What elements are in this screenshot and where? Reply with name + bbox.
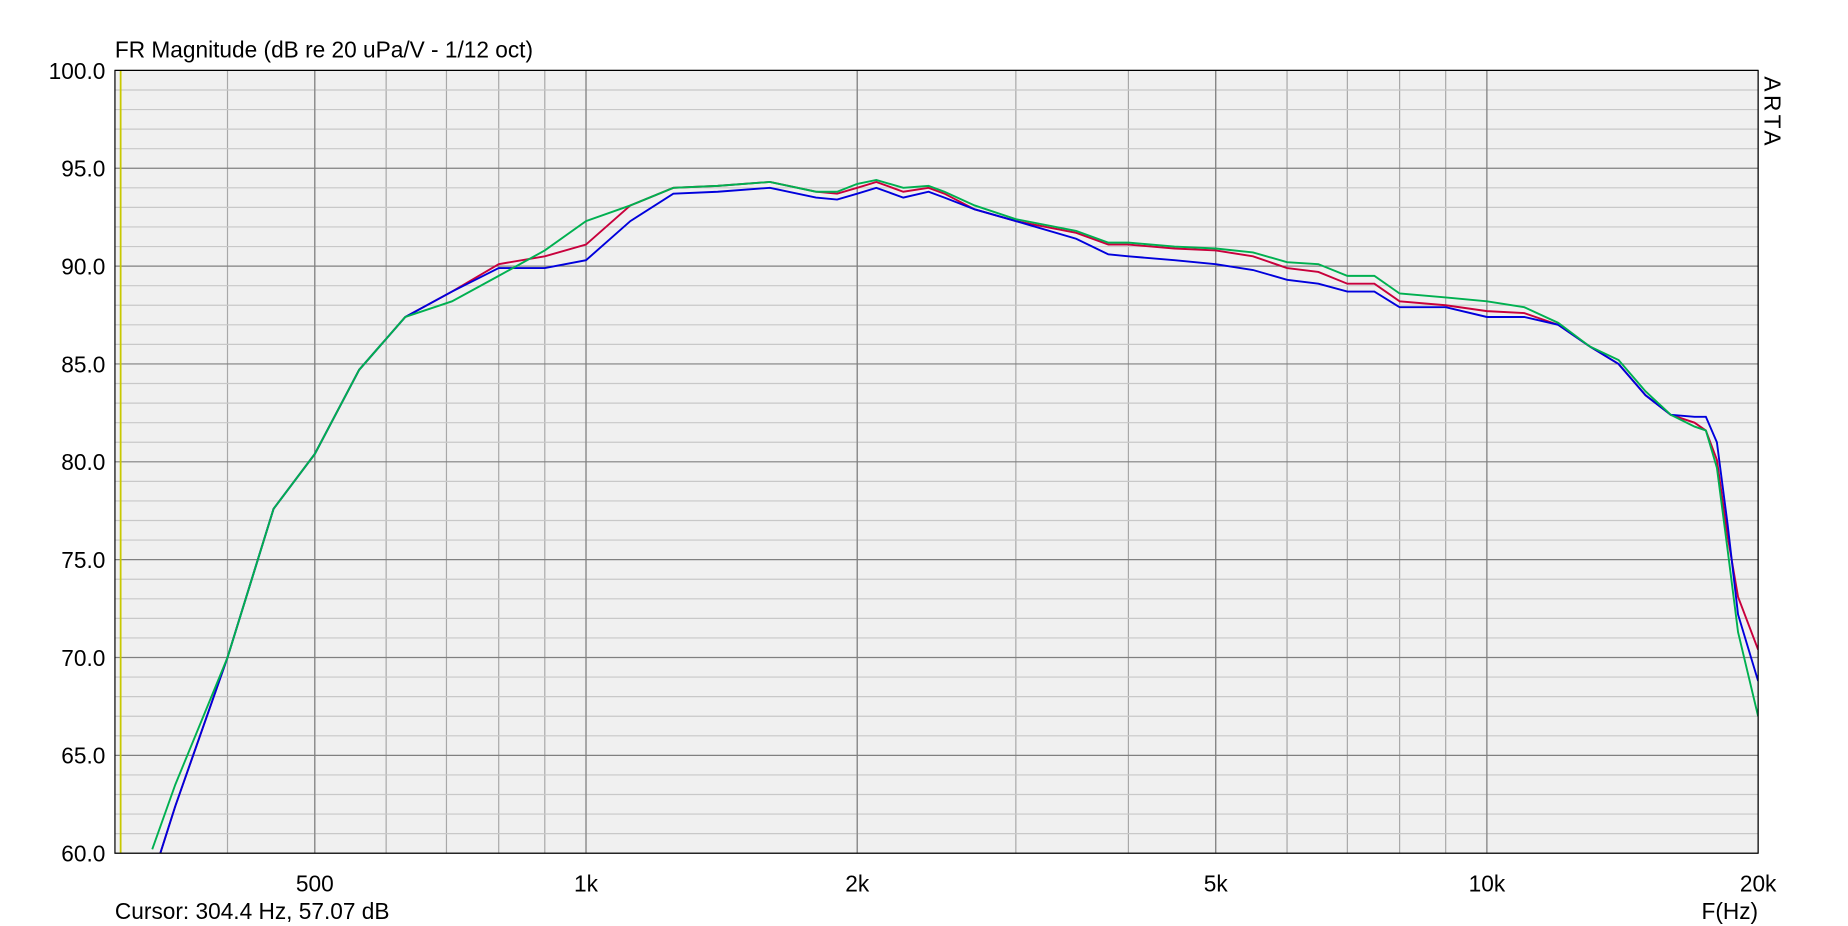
x-tick-label: 1k xyxy=(574,870,599,896)
watermark: ARTA xyxy=(1759,76,1785,149)
plot-frame xyxy=(114,69,1759,854)
x-tick-label: 500 xyxy=(296,870,334,896)
x-tick-label: 20k xyxy=(1740,870,1777,896)
y-tick-label: 80.0 xyxy=(61,449,105,475)
y-tick-label: 90.0 xyxy=(61,253,105,279)
cursor-readout: Cursor: 304.4 Hz, 57.07 dB xyxy=(115,898,390,924)
y-tick-label: 65.0 xyxy=(61,743,105,769)
y-tick-label: 70.0 xyxy=(61,645,105,671)
x-tick-label: 2k xyxy=(845,870,870,896)
y-tick-label: 75.0 xyxy=(61,547,105,573)
fr-curve xyxy=(159,186,1759,854)
chart-title: FR Magnitude (dB re 20 uPa/V - 1/12 oct) xyxy=(115,36,533,62)
y-tick-label: 100.0 xyxy=(49,58,106,84)
x-axis-label: F(Hz) xyxy=(1701,898,1758,924)
fr-curve xyxy=(151,179,1759,850)
x-tick-label: 10k xyxy=(1469,870,1506,896)
y-tick-label: 85.0 xyxy=(61,351,105,377)
y-tick-label: 95.0 xyxy=(61,156,105,182)
y-tick-label: 60.0 xyxy=(61,841,105,867)
x-tick-label: 5k xyxy=(1204,870,1229,896)
